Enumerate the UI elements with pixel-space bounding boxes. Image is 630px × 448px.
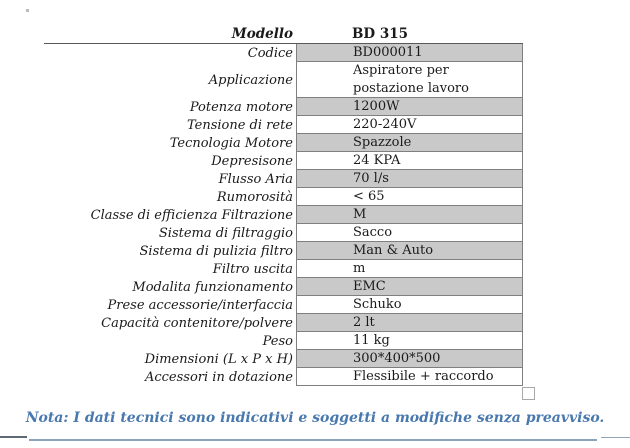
spec-value-cell: Flessibile + raccordo — [296, 368, 523, 386]
spec-row: Codice BD000011 — [0, 44, 523, 62]
spec-row: Applicazione Aspiratore per postazione la… — [0, 62, 523, 98]
spec-label: Applicazione — [208, 72, 293, 88]
model-header-row: Modello BD 315 — [0, 25, 523, 43]
spec-value-cell: Sacco — [296, 224, 523, 242]
spec-value: M — [353, 206, 367, 222]
spec-value: Aspiratore per postazione lavoro — [353, 63, 469, 96]
spec-label: Flusso Aria — [218, 171, 293, 187]
spec-label: Dimensioni (L x P x H) — [144, 351, 293, 367]
spec-row: Accessori in dotazione Flessibile + racco… — [0, 368, 523, 386]
spec-value-cell: 2 lt — [296, 314, 523, 332]
spec-value-cell: Spazzole — [296, 134, 523, 152]
spec-label: Rumorosità — [216, 189, 293, 205]
spec-row: Sistema di pulizia filtro Man & Auto — [0, 242, 523, 260]
footer-rule — [29, 439, 597, 441]
spec-value-cell: 300*400*500 — [296, 350, 523, 368]
spec-label: Sistema di filtraggio — [158, 225, 293, 241]
spec-value-cell: < 65 — [296, 188, 523, 206]
model-value: BD 315 — [352, 26, 408, 42]
footer-note: Nota: I dati tecnici sono indicativi e s… — [25, 410, 605, 426]
spec-row: Capacità contenitore/polvere 2 lt — [0, 314, 523, 332]
spec-row: Tensione di rete 220-240V — [0, 116, 523, 134]
spec-value: 1200W — [353, 98, 400, 114]
header-rule — [44, 42, 523, 44]
model-label: Modello — [231, 26, 293, 42]
spec-value: 70 l/s — [353, 170, 389, 186]
spec-value: Schuko — [353, 296, 402, 312]
spec-row: Tecnologia Motore Spazzole — [0, 134, 523, 152]
spec-value: BD000011 — [353, 44, 423, 60]
footer-rule-left-segment — [0, 436, 27, 438]
spec-value-cell: 1200W — [296, 98, 523, 116]
spec-value-cell: 220-240V — [296, 116, 523, 134]
table-resize-handle — [522, 387, 535, 400]
spec-label: Modalita funzionamento — [132, 279, 293, 295]
spec-row: Potenza motore 1200W — [0, 98, 523, 116]
spec-value-cell: Aspiratore per postazione lavoro — [296, 62, 523, 98]
spec-value: Flessibile + raccordo — [353, 368, 494, 384]
spec-label: Potenza motore — [189, 99, 293, 115]
spec-value-cell: 70 l/s — [296, 170, 523, 188]
spec-row: Modalita funzionamento EMC — [0, 278, 523, 296]
spec-value: EMC — [353, 278, 386, 294]
page-artifact-dot — [26, 9, 29, 12]
spec-label: Depresisone — [211, 153, 293, 169]
spec-label: Sistema di pulizia filtro — [139, 243, 293, 259]
spec-row: Rumorosità < 65 — [0, 188, 523, 206]
spec-value: 24 KPA — [353, 152, 401, 168]
spec-value-cell: Schuko — [296, 296, 523, 314]
spec-value: Man & Auto — [353, 242, 434, 258]
spec-label: Tecnologia Motore — [169, 135, 293, 151]
spec-row: Flusso Aria 70 l/s — [0, 170, 523, 188]
spec-value: 11 kg — [353, 332, 390, 348]
spec-row: Peso 11 kg — [0, 332, 523, 350]
spec-value-cell: 24 KPA — [296, 152, 523, 170]
spec-label: Peso — [262, 333, 293, 349]
spec-label: Codice — [247, 45, 293, 61]
spec-row: Classe di efficienza Filtrazione M — [0, 206, 523, 224]
spec-label: Prese accessorie/interfaccia — [107, 297, 293, 313]
spec-value: 300*400*500 — [353, 350, 441, 366]
spec-label: Capacità contenitore/polvere — [101, 315, 293, 331]
spec-value: 220-240V — [353, 116, 417, 132]
spec-value: Spazzole — [353, 134, 412, 150]
spec-value-cell: BD000011 — [296, 44, 523, 62]
spec-row: Filtro uscita m — [0, 260, 523, 278]
spec-value-cell: Man & Auto — [296, 242, 523, 260]
spec-value: m — [353, 260, 366, 276]
spec-row: Depresisone 24 KPA — [0, 152, 523, 170]
spec-value-cell: EMC — [296, 278, 523, 296]
spec-value-cell: M — [296, 206, 523, 224]
spec-label: Filtro uscita — [212, 261, 293, 277]
spec-label: Classe di efficienza Filtrazione — [90, 207, 293, 223]
spec-label: Accessori in dotazione — [144, 369, 293, 385]
spec-value-cell: m — [296, 260, 523, 278]
spec-value: 2 lt — [353, 314, 375, 330]
spec-row: Sistema di filtraggio Sacco — [0, 224, 523, 242]
spec-value: < 65 — [353, 188, 385, 204]
spec-row: Prese accessorie/interfaccia Schuko — [0, 296, 523, 314]
spec-label: Tensione di rete — [186, 117, 293, 133]
spec-value-cell: 11 kg — [296, 332, 523, 350]
spec-table: Codice BD000011 Applicazione Aspiratore per… — [0, 44, 523, 386]
footer-rule-right-segment — [601, 436, 630, 439]
spec-value: Sacco — [353, 224, 393, 240]
spec-row: Dimensioni (L x P x H) 300*400*500 — [0, 350, 523, 368]
